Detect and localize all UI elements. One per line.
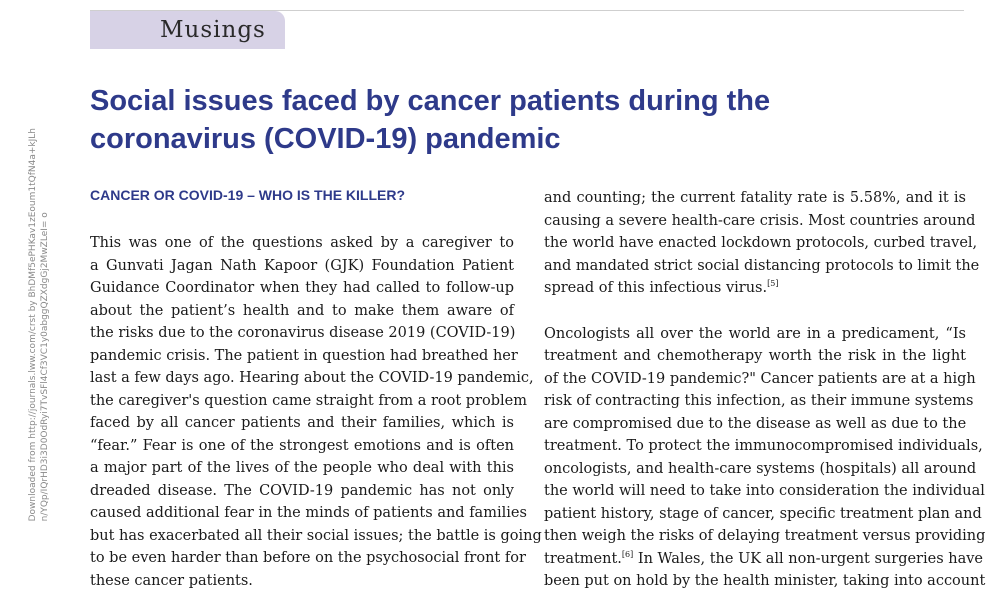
text-line: been put on hold by the health minister,… — [544, 573, 986, 589]
text-line: of the COVID-19 pandemic?" Cancer patien… — [544, 370, 976, 387]
citation-6: [6] — [621, 549, 634, 559]
text-line: these cancer patients. — [90, 572, 253, 589]
text-line: “fear.” Fear is one of the strongest emo… — [90, 437, 514, 454]
text-line: then weigh the risks of delaying treatme… — [544, 528, 986, 544]
text-line: Oncologists all over the world are in a … — [544, 325, 966, 342]
citation-5: [5] — [767, 279, 779, 288]
text-line: oncologists, and health-care systems (ho… — [544, 460, 977, 477]
article-title: Social issues faced by cancer patients d… — [90, 85, 771, 155]
section-subheading: CANCER OR COVID-19 – WHO IS THE KILLER? — [90, 187, 406, 203]
header-rule — [90, 10, 964, 11]
download-watermark: Downloaded from http://journals.lww.com/… — [27, 128, 51, 521]
text-line: to be even harder than before on the psy… — [90, 550, 526, 566]
text-line: a major part of the lives of the people … — [90, 460, 514, 476]
paragraph-intro: This was one of the questions asked by a… — [90, 232, 542, 592]
text-line: treatment.[6] In Wales, the UK all non-u… — [544, 548, 983, 571]
paragraph-oncologists: Oncologists all over the world are in a … — [544, 323, 986, 593]
text-line: patient history, stage of cancer, specif… — [544, 505, 982, 522]
text-line: treatment and chemotherapy worth the ris… — [544, 348, 966, 364]
text-line: treatment. To protect the immunocompromi… — [544, 438, 983, 454]
text-line: risk of contracting this infection, as t… — [544, 393, 974, 409]
paragraph-fatality: and counting; the current fatality rate … — [544, 187, 980, 300]
text-line: and mandated strict social distancing pr… — [544, 257, 980, 274]
text-line: and counting; the current fatality rate … — [544, 190, 966, 206]
text-line: faced by all cancer patients and their f… — [90, 415, 514, 431]
text-line: causing a severe health-care crisis. Mos… — [544, 212, 976, 229]
download-watermark-line1: Downloaded from http://journals.lww.com/… — [28, 128, 38, 522]
text-line: This was one of the questions asked by a… — [90, 235, 514, 251]
text-segment: spread of this infectious virus. — [544, 280, 768, 296]
text-line: but has exacerbated all their social iss… — [90, 527, 542, 544]
text-line: caused additional fear in the minds of p… — [90, 505, 527, 521]
text-segment: treatment. — [544, 550, 622, 567]
text-line: the caregiver's question came straight f… — [90, 392, 527, 409]
text-line: the world have enacted lockdown protocol… — [544, 235, 978, 251]
text-line: spread of this infectious virus.[5] — [544, 277, 966, 300]
right-column: and counting; the current fatality rate … — [544, 187, 986, 593]
text-line: the risks due to the coronavirus disease… — [90, 325, 516, 341]
text-segment: In Wales, the UK all non-urgent surgerie… — [633, 550, 984, 567]
section-label: Musings — [160, 17, 266, 43]
text-line: about the patient’s health and to make t… — [90, 302, 514, 319]
text-line: pandemic crisis. The patient in question… — [90, 347, 518, 364]
text-line: Guidance Coordinator when they had calle… — [90, 280, 514, 296]
section-tab: Musings — [90, 11, 285, 49]
text-line: the world will need to take into conside… — [544, 483, 985, 499]
text-line: a Gunvati Jagan Nath Kapoor (GJK) Founda… — [90, 257, 514, 274]
left-column: This was one of the questions asked by a… — [90, 232, 542, 592]
download-watermark-line2: n/YQp/IQrHD3i3D0OdRyi7TvSFl4Cf3VC1y0abgg… — [40, 212, 50, 522]
text-line: are compromised due to the disease as we… — [544, 415, 967, 432]
text-line: dreaded disease. The COVID-19 pandemic h… — [90, 482, 514, 499]
text-line: last a few days ago. Hearing about the C… — [90, 370, 534, 386]
